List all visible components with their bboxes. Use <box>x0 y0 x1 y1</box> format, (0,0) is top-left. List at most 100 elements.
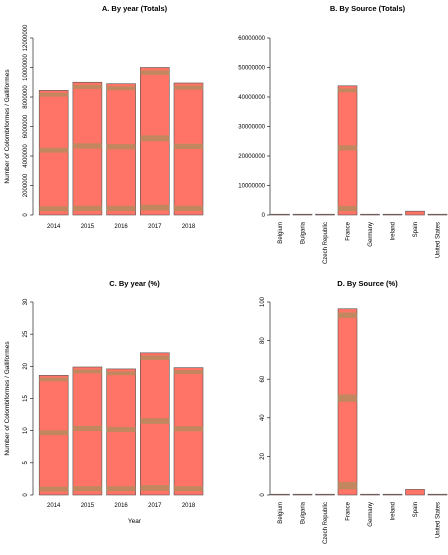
x-tick-label: 2015 <box>81 503 95 509</box>
bar-band <box>39 377 69 382</box>
bar-band <box>338 481 357 490</box>
bar-bulgaria <box>292 213 313 216</box>
bar-band <box>39 486 69 492</box>
bar-belgium <box>270 213 290 216</box>
y-tick-label: 8000000 <box>23 85 29 109</box>
bar-band <box>174 205 203 212</box>
y-tick-label: 10000000 <box>238 184 265 190</box>
y-tick-label: 30 <box>23 298 29 305</box>
bar-germany <box>360 493 380 496</box>
x-tick-label: Spain <box>413 502 419 517</box>
y-tick-label: 60 <box>260 375 266 382</box>
bar-band <box>72 205 102 212</box>
y-tick-label: 25 <box>23 330 29 337</box>
bar-band <box>39 92 69 97</box>
x-tick-label: Spain <box>413 222 419 237</box>
y-tick-label: 6000000 <box>23 114 29 138</box>
bar-band <box>338 205 357 212</box>
y-tick-label: 0 <box>23 213 29 217</box>
bar-band <box>140 418 170 424</box>
bar-czech-republic <box>315 213 335 216</box>
y-tick-label: 40000000 <box>238 95 265 101</box>
bar-band <box>338 88 357 93</box>
panel-b: B. By Source (Totals) 0 10000000 20000000 30… <box>238 4 448 264</box>
bar-spain <box>405 489 425 496</box>
x-tick-label: France <box>346 501 352 520</box>
panel-title: D. By Source (%) <box>337 279 398 288</box>
x-tick-label: 2016 <box>114 503 128 509</box>
bar-band <box>72 143 102 149</box>
y-tick-label: 80 <box>260 337 266 344</box>
y-tick-label: 15 <box>23 395 29 402</box>
bar-ireland <box>382 493 403 496</box>
y-tick-label: 20000000 <box>238 154 265 160</box>
bar-band <box>106 486 136 492</box>
x-tick-label: United States <box>436 502 442 538</box>
x-axis-label: Year <box>128 518 142 525</box>
y-tick-label: 20 <box>23 362 29 369</box>
bar-band <box>106 205 136 212</box>
x-tick-label: 2018 <box>182 503 196 509</box>
bar-united-states <box>427 213 448 216</box>
y-tick-label: 4000000 <box>23 144 29 168</box>
bar-band <box>106 144 136 150</box>
x-tick-label: 2014 <box>47 224 61 230</box>
panel-d: D. By Source (%) 0 20 40 60 80 100 Belgium Bulga… <box>260 279 448 544</box>
x-tick-label: Germany <box>368 222 374 247</box>
bar-germany <box>360 213 380 216</box>
y-axis-label: Number of Colombiformes / Galliformes <box>4 341 11 456</box>
bar-band <box>39 430 69 436</box>
bar-band <box>106 371 136 376</box>
x-tick-label: France <box>346 221 352 240</box>
bar-band <box>338 145 357 151</box>
bar-band <box>338 312 357 319</box>
x-tick-label: Ireland <box>391 222 397 240</box>
bar-band <box>174 486 203 492</box>
y-tick-label: 60000000 <box>238 36 265 42</box>
x-tick-label: Ireland <box>391 502 397 520</box>
y-tick-label: 12000000 <box>23 24 29 51</box>
bar-band <box>39 147 69 153</box>
y-tick-label: 10 <box>23 427 29 434</box>
y-axis-label: Number of Colombiformes / Galliformes <box>4 69 11 184</box>
x-tick-label: Czech Republic <box>323 222 329 264</box>
bar-band <box>140 135 170 142</box>
x-tick-label: Czech Republic <box>323 502 329 544</box>
bar-band <box>140 485 170 491</box>
bar-band <box>338 394 357 402</box>
bar-band <box>39 206 69 212</box>
bar-band <box>72 84 102 89</box>
x-tick-label: Belgium <box>278 502 284 524</box>
y-tick-label: 0 <box>262 213 266 219</box>
x-tick-label: 2016 <box>114 224 128 230</box>
x-tick-label: 2017 <box>148 503 162 509</box>
x-tick-label: 2015 <box>81 224 95 230</box>
panel-title: C. By year (%) <box>109 279 160 288</box>
bar-band <box>72 369 102 374</box>
x-tick-label: United States <box>436 222 442 258</box>
y-tick-label: 10000000 <box>23 53 29 80</box>
x-tick-label: 2017 <box>148 224 162 230</box>
bar-band <box>174 426 203 432</box>
bar-band <box>140 204 170 211</box>
y-tick-label: 50000000 <box>238 66 265 72</box>
bar-band <box>174 143 203 149</box>
y-tick-label: 40 <box>260 414 266 421</box>
bar-band <box>106 426 136 432</box>
bar-band <box>72 425 102 431</box>
bar-bulgaria <box>292 493 313 496</box>
x-tick-label: Germany <box>368 502 374 527</box>
y-tick-label: 30000000 <box>238 125 265 131</box>
y-tick-label: 2000000 <box>23 173 29 197</box>
bar-band <box>174 370 203 374</box>
bar-united-states <box>427 493 448 496</box>
panel-title: B. By Source (Totals) <box>330 4 406 13</box>
panel-a: A. By year (Totals) 0 2000000 4000000 600000… <box>4 4 204 230</box>
y-tick-label: 0 <box>23 493 29 497</box>
y-tick-label: 0 <box>260 493 266 497</box>
bar-band <box>174 85 203 90</box>
x-tick-label: Bulgaria <box>301 501 307 524</box>
bar-france <box>337 85 358 216</box>
